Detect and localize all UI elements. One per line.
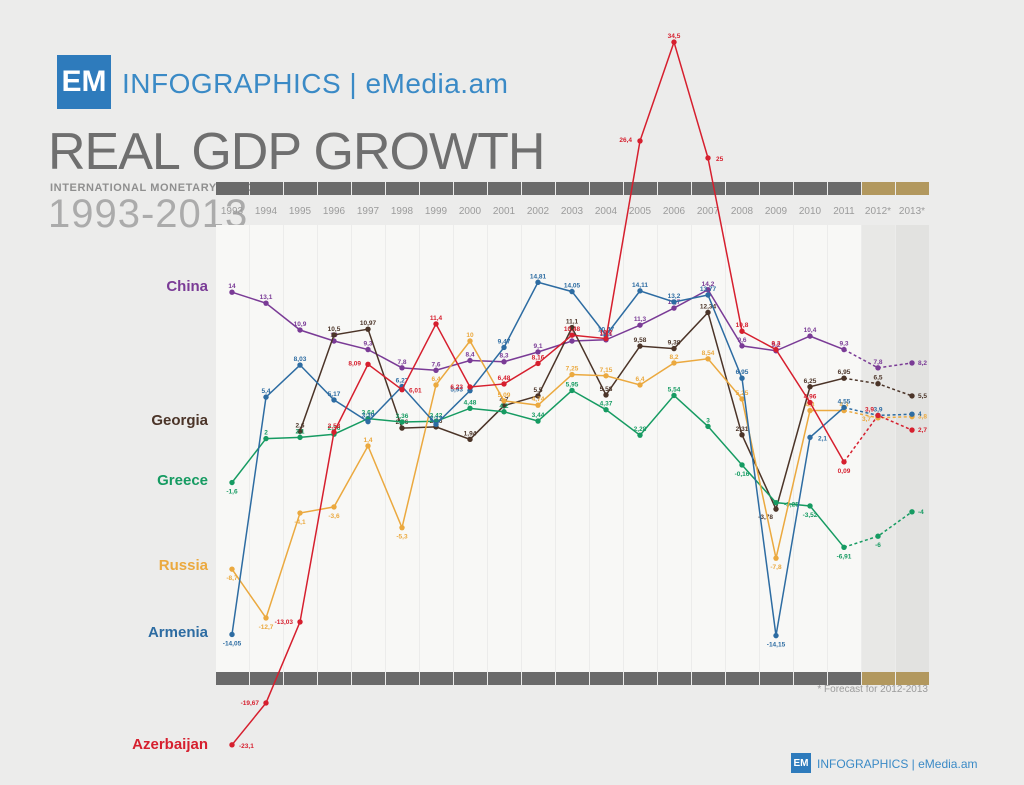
point-label: -19,67 — [241, 700, 260, 707]
year-label: 2002 — [526, 206, 550, 217]
year-column-2006 — [657, 225, 691, 672]
year-column-2002 — [521, 225, 555, 672]
legend-russia: Russia — [158, 557, 208, 574]
point-label: -23,1 — [239, 743, 254, 750]
year-label: 1993 — [220, 206, 244, 217]
year-label: 1997 — [356, 206, 380, 217]
year-label: 2004 — [594, 206, 618, 217]
year-label: 1996 — [322, 206, 346, 217]
year-label: 2001 — [492, 206, 516, 217]
year-column-1998 — [385, 225, 419, 672]
top-bar-segment — [759, 182, 793, 195]
year-label: 2013* — [898, 206, 926, 217]
legend-greece: Greece — [157, 472, 208, 489]
top-bar-segment — [589, 182, 623, 195]
point-label: 25 — [716, 156, 724, 163]
footer-em-logo: EM — [791, 753, 811, 773]
year-column-2005 — [623, 225, 657, 672]
year-column-2013 — [895, 225, 929, 672]
data-point-azerbaijan-1993 — [229, 742, 235, 748]
year-label: 2007 — [696, 206, 720, 217]
year-column-1997 — [351, 225, 385, 672]
legend-georgia: Georgia — [151, 412, 208, 429]
year-label: 2000 — [458, 206, 482, 217]
top-bar-segment — [215, 182, 249, 195]
year-column-1994 — [249, 225, 283, 672]
bottom-bar-segment — [895, 672, 929, 685]
year-column-2003 — [555, 225, 589, 672]
year-label: 2011 — [833, 206, 855, 217]
year-label: 1994 — [254, 206, 278, 217]
data-source-label: INTERNATIONAL MONETARY FUND — [50, 182, 254, 194]
top-bar-segment — [555, 182, 589, 195]
top-bar-segment — [725, 182, 759, 195]
year-label: 1998 — [390, 206, 414, 217]
top-bar-segment — [487, 182, 521, 195]
top-bar-segment — [793, 182, 827, 195]
forecast-note: * Forecast for 2012-2013 — [817, 684, 928, 695]
year-column-2009 — [759, 225, 793, 672]
year-column-1995 — [283, 225, 317, 672]
year-column-1996 — [317, 225, 351, 672]
top-bar-segment — [249, 182, 283, 195]
point-label: 34,5 — [668, 33, 681, 40]
top-bar-segment — [283, 182, 317, 195]
brand-text: INFOGRAPHICS | eMedia.am — [122, 68, 509, 99]
year-column-2008 — [725, 225, 759, 672]
top-bar-segment — [623, 182, 657, 195]
legend-armenia: Armenia — [147, 624, 208, 641]
top-bar-segment — [657, 182, 691, 195]
year-column-2010 — [793, 225, 827, 672]
top-bar-segment — [317, 182, 351, 195]
top-bar-segment — [827, 182, 861, 195]
year-label: 2006 — [662, 206, 686, 217]
year-column-2011 — [827, 225, 861, 672]
year-label: 1999 — [424, 206, 448, 217]
page-title: REAL GDP GROWTH — [48, 123, 545, 181]
top-bar-segment — [861, 182, 895, 195]
top-bar-segment — [419, 182, 453, 195]
year-column-2004 — [589, 225, 623, 672]
year-column-2001 — [487, 225, 521, 672]
data-point-azerbaijan-2006 — [671, 39, 677, 45]
point-label: 26,4 — [619, 137, 632, 144]
bottom-bar-segment — [861, 672, 895, 685]
year-column-1993 — [215, 225, 249, 672]
year-column-2012 — [861, 225, 895, 672]
footer-brand-text: INFOGRAPHICS | eMedia.am — [817, 757, 978, 771]
top-bar-segment — [385, 182, 419, 195]
data-point-azerbaijan-1994 — [263, 700, 269, 706]
legend-china: China — [166, 278, 208, 295]
top-bar-segment — [691, 182, 725, 195]
year-label: 2005 — [628, 206, 652, 217]
data-point-azerbaijan-2005 — [637, 138, 643, 144]
year-label: 2003 — [560, 206, 584, 217]
year-label: 2012* — [864, 206, 892, 217]
year-label: 2008 — [730, 206, 754, 217]
period-label: 1993-2013 — [48, 192, 249, 236]
year-label: 2009 — [764, 206, 788, 217]
top-bar-segment — [351, 182, 385, 195]
top-bar-segment — [895, 182, 929, 195]
em-logo: EM — [57, 55, 111, 109]
year-column-2000 — [453, 225, 487, 672]
top-bar-segment — [521, 182, 555, 195]
year-column-1999 — [419, 225, 453, 672]
data-point-azerbaijan-2007 — [705, 155, 711, 161]
year-column-2007 — [691, 225, 725, 672]
year-label: 2010 — [798, 206, 822, 217]
top-bar-segment — [453, 182, 487, 195]
legend-azerbaijan: Azerbaijan — [132, 736, 208, 753]
year-label: 1995 — [288, 206, 312, 217]
